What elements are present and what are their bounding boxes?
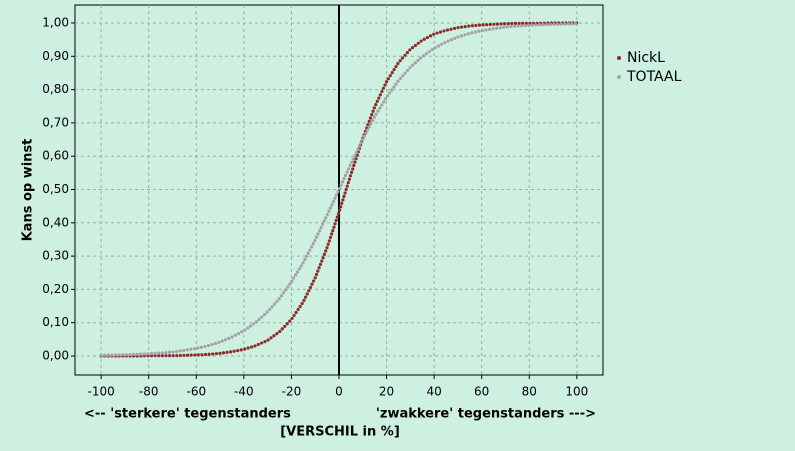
annotation: 'zwakkere' tegenstanders ---> [376, 407, 596, 422]
legend-marker [617, 56, 621, 60]
x-tick-label: 0 [335, 385, 343, 399]
y-tick-label: 0,40 [42, 215, 69, 229]
y-tick-label: 0,00 [42, 349, 69, 363]
x-axis-label: [VERSCHIL in %] [280, 425, 400, 440]
x-tick-label: -80 [139, 385, 159, 399]
x-tick-label: -100 [88, 385, 115, 399]
legend-label: NickL [627, 50, 665, 66]
y-tick-label: 0,70 [42, 115, 69, 129]
y-tick-label: 0,30 [42, 249, 69, 263]
x-tick-label: -20 [282, 385, 302, 399]
y-tick-label: 1,00 [42, 15, 69, 29]
x-tick-label: -60 [186, 385, 206, 399]
x-tick-label: 60 [474, 385, 489, 399]
y-axis-label: Kans op winst [21, 139, 36, 242]
line-series [99, 22, 579, 357]
y-tick-label: 0,20 [42, 282, 69, 296]
x-tick-label: 20 [379, 385, 394, 399]
y-tick-label: 0,50 [42, 182, 69, 196]
x-tick-label: 80 [522, 385, 537, 399]
line-series [99, 21, 579, 358]
y-tick-label: 0,60 [42, 149, 69, 163]
x-tick-label: 100 [565, 385, 588, 399]
annotation: <-- 'sterkere' tegenstanders [84, 407, 291, 422]
x-tick-label: -40 [234, 385, 254, 399]
legend-label: TOTAAL [626, 69, 682, 85]
y-tick-label: 0,10 [42, 315, 69, 329]
y-tick-label: 0,80 [42, 82, 69, 96]
x-tick-label: 40 [426, 385, 441, 399]
y-tick-label: 0,90 [42, 49, 69, 63]
legend-marker [617, 75, 621, 79]
